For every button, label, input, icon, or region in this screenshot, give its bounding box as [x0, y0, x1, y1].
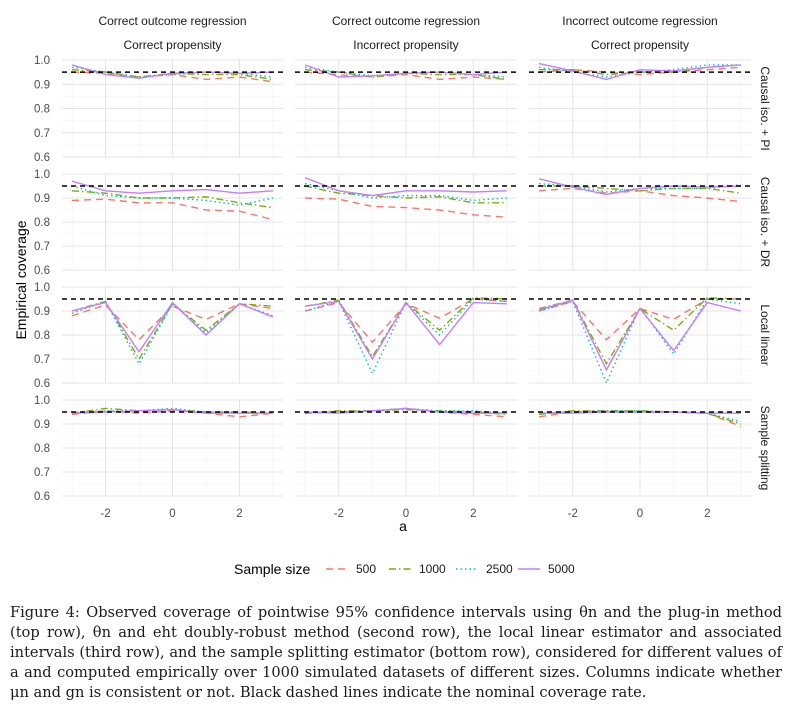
x-tick-label: 2: [470, 508, 476, 520]
legend-label-5000: 5000: [548, 562, 575, 576]
facet-column-title-top-0: Correct outcome regression: [98, 14, 246, 28]
y-tick-label: 0.8: [34, 443, 50, 455]
series-line-500-r3-c0: [71, 410, 274, 418]
facet-row-title-1: Causal iso. + DR: [758, 177, 772, 268]
y-tick-label: 0.7: [34, 128, 50, 140]
y-tick-label: 0.7: [34, 241, 50, 253]
legend-label-1000: 1000: [419, 562, 446, 576]
x-tick-label: 0: [169, 508, 175, 520]
series-line-5000-r2-c2: [538, 299, 742, 372]
figure-caption: Figure 4: Observed coverage of pointwise…: [10, 604, 782, 701]
series-line-500-r1-c2: [539, 187, 741, 203]
legend-label-2500: 2500: [486, 562, 513, 576]
series-line-5000-r0-c0: [71, 64, 274, 79]
series-line-5000-r1-c2: [538, 178, 741, 196]
series-line-1000-r3-c0: [71, 407, 274, 414]
series-line-2500-r2-c1: [304, 298, 507, 376]
facet-row-title-2: Local linear: [758, 304, 772, 365]
facet-row-title-0: Causal iso. + PI: [758, 66, 772, 150]
series-line-1000-r3-c1: [305, 408, 507, 416]
series-line-500-r2-c2: [538, 298, 741, 341]
x-tick-label: -2: [334, 508, 344, 520]
series-line-5000-r2-c1: [305, 300, 507, 361]
coverage-facet-chart: 0.6 0.7 0.8 0.9 1.0 0.6 0.7 0.8 0.9 1.0 0.6 0.7 0.8 0…: [13, 14, 772, 577]
x-axis-title: a: [399, 518, 407, 534]
facet-column-title-bottom-1: Incorrect propensity: [353, 38, 458, 52]
y-tick-label: 0.9: [34, 306, 50, 318]
facet-row-title-3: Sample splitting: [758, 406, 772, 491]
legend-label-500: 500: [356, 562, 376, 576]
y-tick-label: 0.6: [34, 491, 50, 503]
facet-column-title-bottom-0: Correct propensity: [123, 38, 221, 52]
y-tick-label: 0.8: [34, 104, 50, 116]
y-tick-label: 1.0: [34, 282, 50, 294]
y-tick-label: 0.6: [34, 152, 50, 164]
series-line-1000-r3-c2: [539, 410, 742, 425]
series-line-500-r0-c0: [71, 71, 274, 83]
series-line-5000-r2-c0: [71, 301, 274, 354]
series-line-5000-r0-c1: [304, 64, 507, 78]
y-tick-label: 1.0: [34, 169, 50, 181]
y-axis-title: Empirical coverage: [13, 220, 29, 339]
series-line-500-r1-c1: [305, 197, 507, 218]
series-line-1000-r1-c1: [304, 185, 507, 204]
legend-title: Sample size: [234, 561, 310, 577]
y-tick-label: 0.8: [34, 330, 50, 342]
y-tick-label: 0.6: [34, 378, 50, 390]
series-line-500-r1-c0: [71, 198, 274, 221]
y-tick-label: 0.8: [34, 217, 50, 229]
series-line-5000-r3-c0: [71, 408, 273, 414]
series-line-5000-r1-c0: [71, 180, 274, 194]
x-tick-label: 0: [637, 508, 643, 520]
facet-column-title-bottom-2: Correct propensity: [591, 38, 689, 52]
y-tick-label: 0.7: [34, 354, 50, 366]
facet-column-title-top-2: Incorrect outcome regression: [562, 14, 717, 28]
series-line-1000-r0-c2: [539, 64, 741, 76]
x-tick-label: -2: [100, 508, 110, 520]
series-line-5000-r0-c2: [538, 62, 741, 81]
y-tick-label: 0.7: [34, 467, 50, 479]
series-line-1000-r0-c0: [71, 69, 274, 81]
x-tick-label: -2: [568, 508, 578, 520]
series-line-5000-r1-c1: [304, 176, 507, 197]
x-tick-label: 2: [236, 508, 242, 520]
series-line-1000-r1-c0: [71, 190, 274, 209]
y-tick-label: 0.9: [34, 193, 50, 205]
facet-column-title-top-1: Correct outcome regression: [332, 14, 480, 28]
x-tick-label: 0: [403, 508, 409, 520]
x-tick-label: 2: [704, 508, 710, 520]
y-tick-label: 1.0: [34, 395, 50, 407]
y-tick-label: 0.9: [34, 79, 50, 91]
y-tick-label: 1.0: [34, 55, 50, 67]
series-line-500-r0-c1: [305, 71, 507, 81]
series-line-5000-r3-c1: [305, 407, 507, 414]
y-tick-label: 0.9: [34, 419, 50, 431]
y-tick-label: 0.6: [34, 265, 50, 277]
series-line-500-r0-c2: [539, 66, 741, 76]
series-line-1000-r1-c2: [539, 185, 741, 194]
